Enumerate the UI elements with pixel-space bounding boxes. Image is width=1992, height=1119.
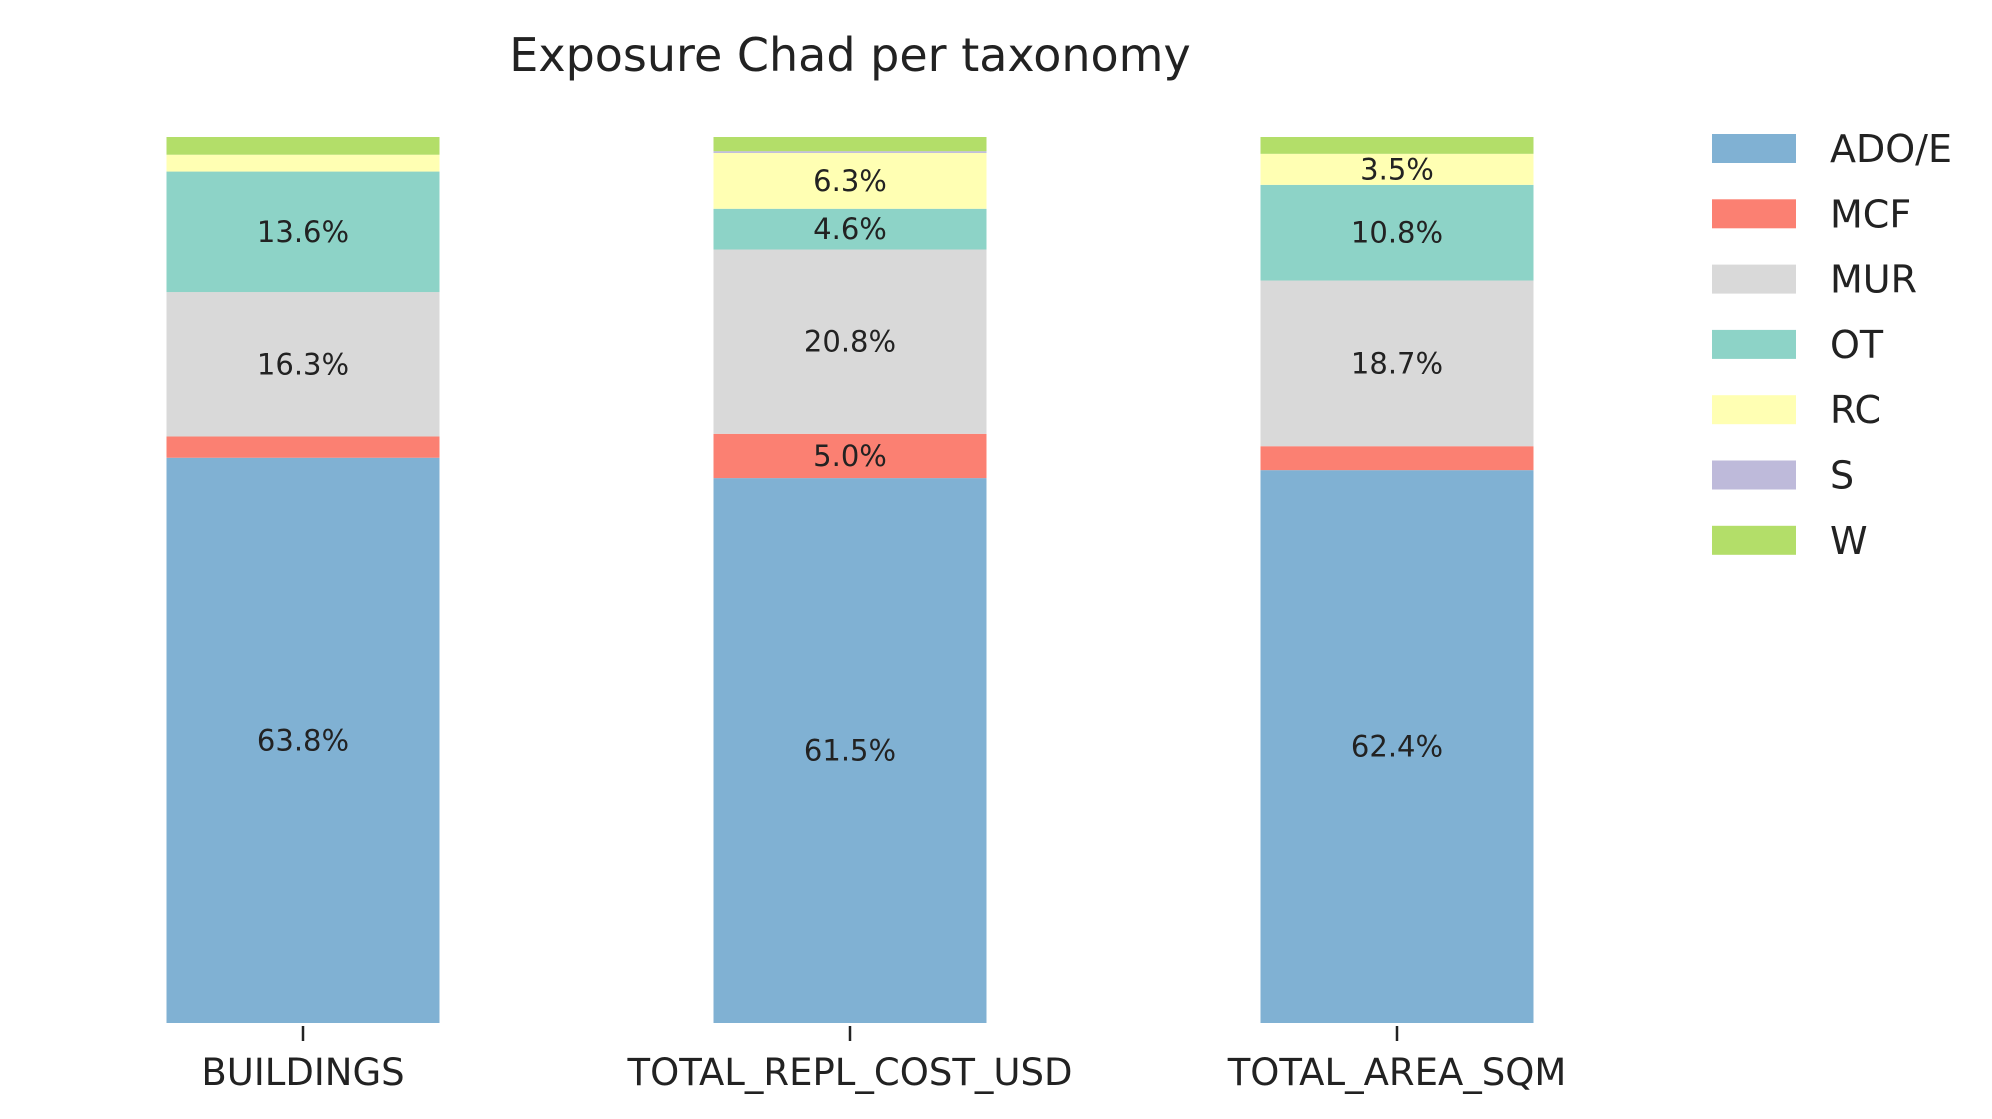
data-label-total-repl-cost-usd-rc: 6.3% bbox=[813, 164, 887, 198]
legend-swatch-ot bbox=[1712, 329, 1796, 359]
data-label-buildings-mur: 16.3% bbox=[257, 347, 349, 381]
legend-label-rc: RC bbox=[1830, 388, 1881, 432]
bar-segment-total-repl-cost-usd-w bbox=[713, 137, 987, 152]
legend-swatch-ado-e bbox=[1712, 134, 1796, 163]
bar-segment-buildings-w bbox=[166, 137, 440, 155]
bar-segment-total-repl-cost-usd-mcf bbox=[713, 433, 987, 479]
legend-swatch-rc bbox=[1712, 395, 1796, 425]
bar-segment-buildings-ot bbox=[166, 171, 440, 293]
data-label-total-repl-cost-usd-mur: 20.8% bbox=[804, 325, 896, 359]
legend-swatch-mur bbox=[1712, 264, 1796, 294]
data-label-total-repl-cost-usd-ado-e: 61.5% bbox=[804, 734, 896, 768]
legend-swatch-s bbox=[1712, 460, 1796, 490]
bar-segment-total-repl-cost-usd-rc bbox=[713, 152, 987, 209]
legend-label-mur: MUR bbox=[1830, 258, 1917, 302]
legend-label-ot: OT bbox=[1830, 323, 1884, 367]
bar-segment-total-repl-cost-usd-ot bbox=[713, 208, 987, 250]
data-label-total-repl-cost-usd-mcf: 5.0% bbox=[813, 439, 887, 473]
legend-swatch-mcf bbox=[1712, 199, 1796, 229]
legend-label-s: S bbox=[1830, 454, 1854, 498]
bar-segment-buildings-ado-e bbox=[166, 457, 440, 1023]
bar-segment-total-repl-cost-usd-s bbox=[713, 151, 987, 153]
chart-title: Exposure Chad per taxonomy bbox=[509, 28, 1191, 82]
data-label-total-area-sqm-mur: 18.7% bbox=[1351, 346, 1443, 380]
bar-segment-total-area-sqm-ado-e bbox=[1260, 470, 1534, 1023]
bar-segment-buildings-mur bbox=[166, 292, 440, 437]
bar-segment-total-area-sqm-w bbox=[1260, 137, 1534, 154]
bar-segment-total-area-sqm-rc bbox=[1260, 153, 1534, 185]
bar-segment-buildings-mcf bbox=[166, 436, 440, 458]
x-tick-label-total-area-sqm: TOTAL_AREA_SQM bbox=[1227, 1051, 1567, 1094]
bar-segment-total-repl-cost-usd-mur bbox=[713, 249, 987, 434]
bar-segment-total-area-sqm-mcf bbox=[1260, 446, 1534, 471]
bar-segment-total-repl-cost-usd-ado-e bbox=[713, 478, 987, 1023]
x-tick-label-total-repl-cost-usd: TOTAL_REPL_COST_USD bbox=[627, 1051, 1073, 1094]
data-label-total-repl-cost-usd-ot: 4.6% bbox=[813, 212, 887, 246]
legend-label-mcf: MCF bbox=[1830, 192, 1911, 236]
data-label-total-area-sqm-rc: 3.5% bbox=[1360, 152, 1434, 186]
data-label-total-area-sqm-ado-e: 62.4% bbox=[1351, 730, 1443, 764]
bar-segment-total-area-sqm-ot bbox=[1260, 184, 1534, 281]
data-label-buildings-ado-e: 63.8% bbox=[257, 723, 349, 757]
bar-segment-buildings-rc bbox=[166, 154, 440, 172]
data-label-buildings-ot: 13.6% bbox=[257, 215, 349, 249]
data-label-total-area-sqm-ot: 10.8% bbox=[1351, 216, 1443, 250]
legend-swatch-w bbox=[1712, 525, 1796, 555]
legend-label-ado-e: ADO/E bbox=[1830, 127, 1952, 171]
x-tick-label-buildings: BUILDINGS bbox=[201, 1051, 404, 1094]
legend-label-w: W bbox=[1830, 519, 1868, 563]
bar-segment-total-area-sqm-mur bbox=[1260, 280, 1534, 447]
